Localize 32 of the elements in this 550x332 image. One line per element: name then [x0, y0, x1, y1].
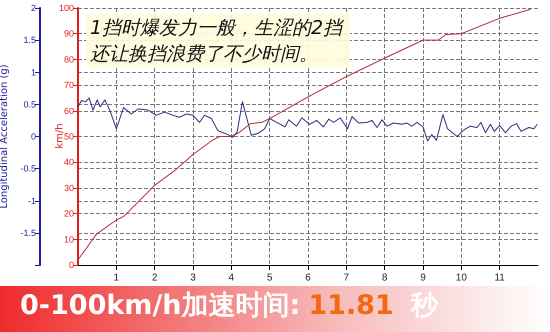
y-tick-label: -1: [28, 196, 36, 206]
y2-tick-label: 70: [64, 80, 74, 90]
x-tick-label: 4: [228, 272, 235, 284]
y2-tick-label: 10: [64, 234, 74, 244]
y2-tick-label: 100: [58, 3, 74, 13]
y2-tick-label: 30: [64, 182, 74, 193]
y2-tick-label: 90: [64, 28, 74, 39]
y-tick-label: -1.5: [20, 228, 36, 238]
x-tick-label: 1: [114, 272, 120, 284]
y-tick-label: 1.5: [23, 35, 36, 46]
x-tick-label: 5: [266, 272, 273, 284]
y2-tick-label: 80: [64, 54, 74, 64]
x-tick-label: 9: [420, 272, 426, 284]
annotation: 1挡时爆发力一般，生涩的2挡还让换挡浪费了不少时间。: [90, 17, 346, 65]
y2-tick-label: 60: [64, 106, 74, 116]
x-tick-label: 11: [494, 272, 506, 284]
y-tick-label: -0.5: [20, 164, 36, 174]
y2-tick-label: 20: [64, 208, 74, 219]
y-tick-label: 1: [30, 67, 36, 78]
y2-tick-label: 50: [64, 132, 74, 142]
y2-tick-label: 40: [64, 157, 74, 168]
y2-axis-title: km/h: [54, 123, 66, 149]
y-tick-label: 0.5: [23, 99, 36, 110]
x-tick-label: 6: [305, 272, 312, 284]
line-series: [78, 97, 538, 142]
x-tick-label: 10: [456, 272, 468, 284]
x-tick-label: 8: [382, 272, 388, 284]
x-tick-label: 3: [190, 272, 196, 284]
y-tick-label: 2: [30, 3, 36, 13]
x-tick-label: 7: [344, 272, 350, 284]
line-series: [78, 8, 532, 260]
x-tick-label: 2: [152, 272, 158, 284]
